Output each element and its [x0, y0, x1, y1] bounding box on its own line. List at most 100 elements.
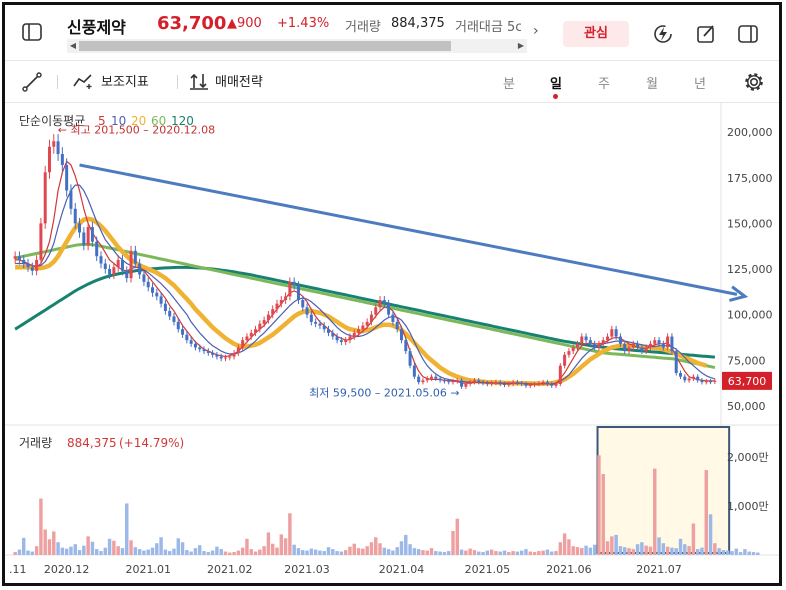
price-tick-label: 150,000: [727, 217, 773, 230]
candle-body: [168, 310, 172, 317]
volume-bar: [202, 551, 206, 555]
candle-body: [228, 356, 232, 358]
volume-bar: [734, 548, 739, 555]
volume-bar: [210, 550, 215, 555]
volume-bar: [485, 550, 490, 555]
ma-legend-20: 20: [131, 114, 146, 128]
favorite-button[interactable]: 관심: [563, 21, 629, 47]
candle-body: [266, 314, 270, 321]
volume-bar: [331, 549, 335, 555]
volume-bar: [378, 543, 382, 555]
candle-body: [198, 347, 202, 350]
sidebar-toggle-icon[interactable]: [19, 19, 45, 45]
x-tick-label: 2021.02: [207, 563, 253, 576]
candle-body: [249, 332, 253, 337]
gear-icon[interactable]: [741, 69, 767, 95]
scroll-right-icon[interactable]: ▶: [517, 41, 525, 50]
period-year[interactable]: 년: [694, 77, 706, 92]
indicator-icon: [73, 73, 92, 89]
quick-trade-icon[interactable]: [650, 21, 676, 47]
volume-legend-value: 884,375: [67, 436, 117, 450]
volume-bar: [215, 546, 219, 555]
candle-body: [90, 227, 94, 242]
candle-body: [142, 274, 146, 282]
period-month[interactable]: 월: [646, 77, 658, 92]
volume-bar: [605, 541, 610, 555]
candle-body: [95, 241, 99, 257]
candle-body: [412, 365, 416, 377]
candle-body: [17, 256, 21, 260]
volume-bar: [502, 550, 507, 555]
volume-bar: [193, 548, 198, 555]
candle-body: [550, 383, 554, 386]
price-chart[interactable]: 단순이동평균 5 10 20 60 120 ← 최고 201,500 – 202…: [5, 103, 779, 584]
edit-icon[interactable]: [693, 21, 719, 47]
candle-body: [271, 309, 275, 315]
candle-body: [640, 347, 644, 352]
candle-body: [275, 303, 279, 310]
candle-body: [494, 382, 498, 384]
volume-bar: [52, 531, 56, 555]
volume-bar: [704, 470, 708, 555]
period-week[interactable]: 주: [598, 77, 610, 92]
candle-body: [258, 323, 262, 330]
candle-body: [674, 351, 678, 374]
candle-body: [700, 380, 704, 383]
candle-body: [515, 382, 519, 384]
candle-body: [116, 259, 120, 268]
candle-body: [284, 296, 288, 301]
volume-bar: [695, 549, 700, 555]
candle-body: [623, 343, 627, 352]
indicator-label: 보조지표: [101, 75, 149, 90]
ma-legend-10: 10: [111, 114, 126, 128]
candle-body: [417, 376, 421, 383]
volume-bar: [30, 551, 35, 555]
volume-bar: [708, 514, 713, 555]
candle-body: [318, 323, 322, 326]
candle-body: [709, 381, 713, 383]
volume-bar: [562, 533, 567, 555]
x-tick-label: 2021.07: [636, 563, 682, 576]
volume-tick-label: 1,000만: [727, 500, 769, 513]
volume-bar: [532, 552, 537, 555]
candle-body: [138, 263, 142, 275]
candle-body: [618, 336, 622, 344]
scrollbar-thumb[interactable]: [79, 41, 451, 51]
volume-bar: [726, 550, 730, 555]
candle-body: [65, 164, 69, 191]
candle-body: [339, 340, 343, 342]
candle-body: [215, 354, 219, 357]
indicator-button[interactable]: 보조지표: [73, 71, 149, 90]
candle-body: [661, 343, 665, 348]
scroll-left-icon[interactable]: ◀: [69, 41, 77, 50]
candle-body: [485, 383, 489, 385]
volume-bar: [301, 550, 305, 555]
candle-body: [35, 259, 39, 271]
candle-body: [254, 329, 258, 333]
header-scrollbar[interactable]: ◀ ▶: [67, 39, 527, 53]
period-minute[interactable]: 분: [503, 77, 515, 92]
current-price-tag: [722, 371, 772, 390]
candle-body: [129, 250, 133, 279]
more-info-icon[interactable]: ›: [533, 23, 539, 39]
panel-toggle-icon[interactable]: [735, 21, 761, 47]
volume-bar: [43, 529, 47, 555]
candle-body: [108, 269, 112, 275]
candle-body: [567, 351, 571, 355]
candle-body: [696, 376, 700, 381]
period-day[interactable]: 일: [550, 77, 562, 92]
volume-bar: [326, 547, 331, 555]
volume-bar: [468, 548, 472, 555]
volume-bar: [356, 548, 361, 555]
candle-body: [631, 343, 635, 348]
volume-bar: [528, 551, 532, 555]
volume-bar: [228, 552, 232, 555]
volume-value: 884,375: [391, 16, 445, 31]
candle-body: [563, 354, 567, 366]
strategy-button[interactable]: 매매전략: [189, 71, 263, 90]
toolbar-divider: [57, 75, 58, 89]
volume-bar: [665, 546, 670, 555]
candle-body: [125, 270, 129, 279]
draw-line-icon[interactable]: [19, 69, 45, 95]
